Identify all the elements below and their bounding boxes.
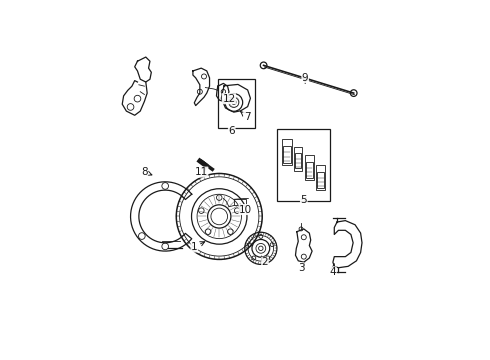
Text: 12: 12 — [222, 94, 236, 104]
Bar — [218, 79, 255, 128]
Bar — [283, 146, 291, 163]
Text: 5: 5 — [300, 195, 307, 205]
Text: 11: 11 — [195, 167, 208, 177]
Text: 3: 3 — [298, 262, 305, 273]
Text: 7: 7 — [241, 112, 250, 122]
Bar — [277, 129, 330, 201]
Text: 4: 4 — [330, 264, 336, 277]
Text: 10: 10 — [239, 204, 252, 215]
Text: 8: 8 — [141, 167, 152, 177]
Text: 1: 1 — [191, 242, 205, 252]
Bar — [306, 162, 313, 178]
Bar — [294, 147, 302, 171]
Bar — [316, 165, 325, 190]
Bar — [294, 153, 301, 168]
Bar — [305, 156, 314, 180]
Text: 2: 2 — [261, 256, 269, 267]
Text: 9: 9 — [302, 73, 309, 84]
Bar — [235, 199, 245, 205]
Bar — [317, 172, 324, 188]
Text: 6: 6 — [228, 126, 235, 135]
Bar — [282, 139, 292, 165]
